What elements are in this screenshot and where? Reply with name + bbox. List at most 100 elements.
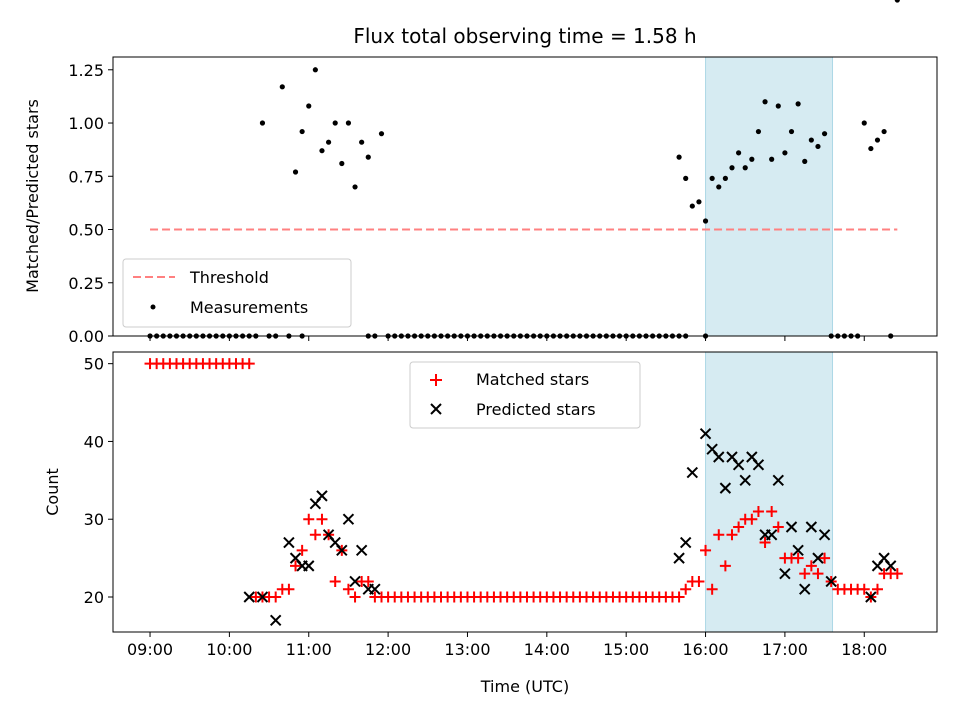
matched-star-point bbox=[362, 575, 374, 587]
measurement-point bbox=[292, 169, 299, 175]
predicted-star-point bbox=[785, 521, 798, 533]
matched-star-point bbox=[726, 529, 738, 541]
ratio-panel-frame bbox=[112, 56, 938, 337]
predicted-star-point bbox=[243, 591, 255, 603]
measurement-point bbox=[729, 165, 735, 171]
count-panel-frame bbox=[112, 351, 938, 633]
ratio-x-ticks bbox=[149, 336, 865, 341]
x-axis-label: Time (UTC) bbox=[480, 677, 569, 696]
matched-star-point bbox=[733, 521, 745, 533]
x-tick-label: 12:00 bbox=[365, 640, 411, 659]
y-tick-label: 50 bbox=[84, 355, 104, 374]
predicted-star-point bbox=[336, 544, 348, 557]
y-tick-label: 0.75 bbox=[68, 167, 104, 186]
matched-star-point bbox=[706, 583, 718, 595]
measurement-point bbox=[319, 148, 325, 154]
measurement-point bbox=[795, 101, 801, 107]
measurement-point bbox=[339, 160, 345, 167]
measurement-point bbox=[306, 103, 312, 109]
y-tick-label: 1.00 bbox=[68, 114, 104, 133]
measurement-point bbox=[742, 165, 748, 171]
matched-star-point bbox=[342, 583, 354, 595]
y-tick-label: 0.50 bbox=[68, 221, 104, 240]
chart-title: Flux total observing time = 1.58 h bbox=[353, 24, 696, 48]
count-legend-box bbox=[409, 361, 641, 429]
matched-star-point bbox=[316, 513, 328, 525]
y-tick-label: 0.00 bbox=[68, 327, 104, 346]
matched-legend-label: Matched stars bbox=[476, 370, 589, 389]
matched-star-point bbox=[303, 513, 315, 525]
measurement-point bbox=[749, 156, 755, 162]
predicted-star-point bbox=[342, 513, 355, 525]
matched-star-point bbox=[858, 583, 870, 595]
predicted-star-point bbox=[825, 575, 837, 588]
measurement-point bbox=[868, 145, 874, 152]
measurement-point bbox=[279, 84, 285, 90]
predicted-star-point bbox=[805, 521, 818, 533]
predicted-star-point bbox=[772, 474, 784, 487]
predicted-legend-label: Predicted stars bbox=[476, 400, 596, 419]
matched-star-point bbox=[805, 560, 817, 572]
measurement-point bbox=[378, 131, 385, 137]
predicted-star-point bbox=[739, 474, 751, 487]
measurement-point bbox=[722, 175, 728, 181]
count-y-axis-label: Count bbox=[43, 468, 62, 516]
count-marks bbox=[144, 358, 903, 627]
predicted-star-point bbox=[369, 583, 381, 595]
x-tick-label: 10:00 bbox=[206, 640, 252, 659]
measurement-point bbox=[676, 154, 682, 160]
x-tick-label: 11:00 bbox=[286, 640, 332, 659]
predicted-star-point bbox=[792, 544, 804, 557]
matched-star-point bbox=[799, 568, 811, 580]
matched-star-point bbox=[719, 560, 731, 572]
matched-star-point bbox=[349, 591, 361, 603]
predicted-star-point bbox=[269, 614, 282, 627]
predicted-star-point bbox=[779, 567, 791, 580]
predicted-star-point bbox=[679, 536, 692, 549]
matched-star-point bbox=[792, 552, 804, 564]
matched-star-point bbox=[680, 583, 692, 595]
predicted-star-point bbox=[812, 552, 824, 564]
x-tick-label: 17:00 bbox=[762, 640, 808, 659]
count-legend: Matched stars Predicted stars bbox=[409, 361, 641, 429]
predicted-star-point bbox=[818, 529, 831, 541]
matched-star-point bbox=[759, 537, 771, 549]
ratio-panel: 0.00 0.25 0.50 0.75 1.00 1.25 Matched/Predict… bbox=[23, 0, 938, 346]
matched-star-point bbox=[283, 583, 295, 595]
measurement-point bbox=[359, 139, 365, 145]
matched-star-point bbox=[772, 521, 784, 533]
matched-star-point bbox=[693, 575, 705, 587]
measurement-point bbox=[736, 150, 742, 156]
matched-star-point bbox=[819, 552, 831, 564]
predicted-star-point bbox=[799, 583, 811, 595]
measurement-point bbox=[775, 103, 781, 109]
matched-star-point bbox=[871, 583, 883, 595]
y-tick-label: 30 bbox=[84, 510, 104, 529]
matched-star-point bbox=[713, 529, 725, 541]
predicted-star-point bbox=[316, 490, 328, 502]
x-tick-label: 14:00 bbox=[524, 640, 570, 659]
matched-star-point bbox=[270, 591, 282, 603]
measurement-point bbox=[782, 150, 788, 156]
predicted-star-point bbox=[885, 560, 897, 572]
ratio-legend-box bbox=[122, 258, 352, 328]
measurement-point bbox=[881, 128, 887, 135]
measurement-point bbox=[762, 99, 768, 105]
highlight-span bbox=[705, 351, 834, 633]
matched-star-point bbox=[891, 568, 903, 580]
matched-star-point bbox=[309, 529, 321, 541]
y-tick-label: 1.25 bbox=[68, 61, 104, 80]
measurement-point bbox=[325, 139, 332, 145]
x-tick-label: 18:00 bbox=[841, 640, 887, 659]
measurement-point bbox=[861, 120, 867, 126]
measurement-point bbox=[815, 143, 821, 150]
predicted-star-point bbox=[283, 536, 295, 549]
predicted-star-point bbox=[713, 451, 725, 463]
matched-star-point bbox=[290, 560, 302, 572]
ratio-y-ticks: 0.00 0.25 0.50 0.75 1.00 1.25 bbox=[68, 61, 113, 346]
predicted-star-point bbox=[865, 591, 877, 603]
measurement-point bbox=[894, 0, 900, 3]
predicted-star-point bbox=[349, 575, 361, 588]
y-tick-label: 40 bbox=[84, 432, 104, 451]
